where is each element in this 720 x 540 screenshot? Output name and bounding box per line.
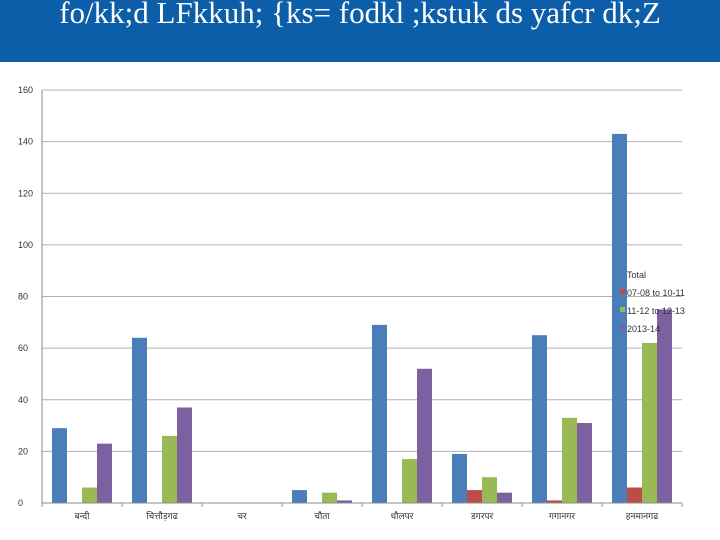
y-tick-label: 80 bbox=[18, 292, 28, 302]
y-axis-ticks: 0 20 40 60 80 100 120 140 160 bbox=[18, 85, 33, 508]
legend-swatch bbox=[620, 307, 625, 312]
bar bbox=[82, 487, 97, 503]
y-tick-label: 120 bbox=[18, 188, 33, 198]
x-tick-label: गगानगर bbox=[549, 512, 576, 522]
title-banner: fo/kk;d LFkkuh; {ks= fodkl ;kstuk ds yaf… bbox=[0, 0, 720, 62]
legend-swatch bbox=[620, 325, 625, 330]
x-tick-label: धौलपर bbox=[391, 510, 414, 522]
legend-label: 2013-14 bbox=[627, 324, 660, 334]
bar bbox=[467, 490, 482, 503]
x-tick-label: चर bbox=[237, 512, 247, 522]
legend-swatch bbox=[620, 271, 625, 276]
bar bbox=[162, 435, 177, 503]
bar bbox=[402, 459, 417, 503]
bar bbox=[52, 428, 67, 503]
x-tick-label: चित्तौड़गढ bbox=[146, 510, 178, 522]
bar bbox=[577, 422, 592, 503]
bar bbox=[657, 309, 672, 503]
bar bbox=[97, 443, 112, 503]
bar bbox=[627, 487, 642, 503]
bars bbox=[52, 133, 672, 503]
bar bbox=[337, 500, 352, 503]
bar bbox=[372, 324, 387, 503]
bar bbox=[642, 342, 657, 503]
bar bbox=[497, 492, 512, 503]
page-title: fo/kk;d LFkkuh; {ks= fodkl ;kstuk ds yaf… bbox=[59, 0, 661, 30]
gridlines bbox=[42, 89, 682, 452]
y-tick-label: 0 bbox=[18, 498, 23, 508]
legend-label: Total bbox=[627, 270, 646, 280]
x-axis-labels: बन्दी चित्तौड़गढ चर चौता धौलपर डगरपर गगानगर हनम… bbox=[74, 510, 659, 522]
x-tick-label: बन्दी bbox=[74, 510, 90, 522]
legend-swatch bbox=[620, 289, 625, 294]
y-tick-label: 40 bbox=[18, 395, 28, 405]
y-tick-label: 160 bbox=[18, 85, 33, 95]
x-tick-label: डगरपर bbox=[470, 512, 494, 522]
bar bbox=[547, 500, 562, 503]
y-tick-label: 140 bbox=[18, 137, 33, 147]
bar bbox=[417, 368, 432, 503]
bar bbox=[562, 417, 577, 503]
bar bbox=[612, 133, 627, 503]
bar bbox=[292, 490, 307, 503]
bar bbox=[132, 337, 147, 503]
bar bbox=[482, 477, 497, 503]
x-tick-label: चौता bbox=[314, 510, 330, 522]
axes bbox=[41, 90, 683, 507]
bar bbox=[177, 407, 192, 503]
legend: Total 07-08 to 10-11 11-12 to 12-13 2013-14 bbox=[620, 270, 685, 334]
y-tick-label: 100 bbox=[18, 240, 33, 250]
legend-label: 11-12 to 12-13 bbox=[627, 306, 685, 316]
y-tick-label: 20 bbox=[18, 446, 28, 456]
bar bbox=[452, 453, 467, 503]
x-tick-label: हनमानगढ bbox=[626, 512, 660, 522]
bar bbox=[532, 335, 547, 503]
bar bbox=[322, 492, 337, 503]
y-tick-label: 60 bbox=[18, 343, 28, 353]
legend-label: 07-08 to 10-11 bbox=[627, 288, 685, 298]
